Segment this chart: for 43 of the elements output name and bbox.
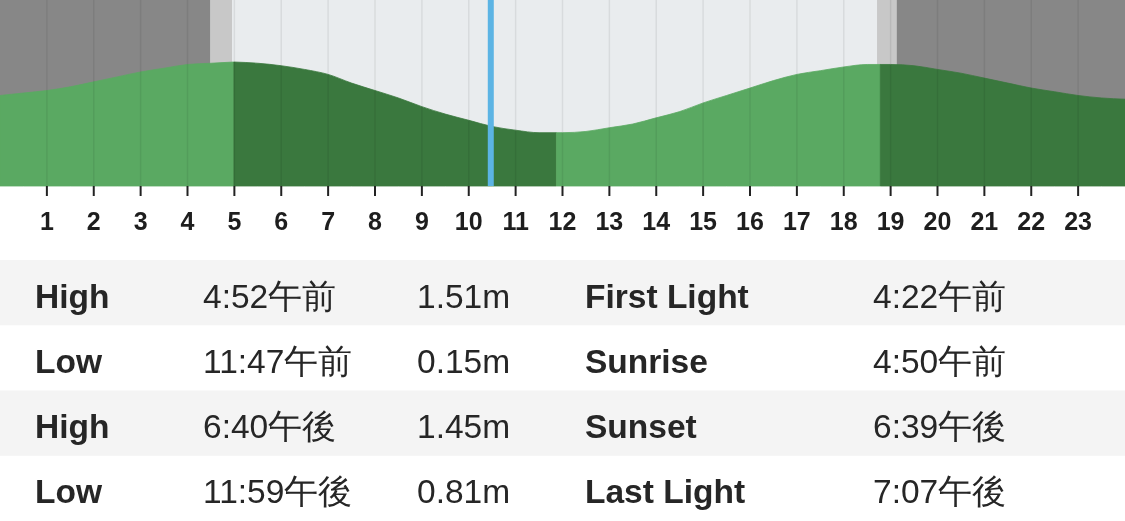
x-tick-label: 10 [454,207,483,235]
text: 4:52午前 [203,277,337,315]
x-tick-label: 3 [133,207,148,235]
text: 7:07午後 [873,473,1007,511]
text: 11:47午前 [203,342,353,380]
text: 1.45m [417,408,511,445]
x-tick-label: 21 [970,207,999,235]
x-tick-label: 8 [368,207,383,235]
x-tick-label: 11 [502,207,529,235]
x-tick-label: 12 [548,207,577,235]
text: 4:22午前 [873,277,1007,315]
text: 4:50午前 [873,342,1007,380]
text: Low [35,342,103,380]
x-tick-label: 1 [39,207,54,235]
x-tick-label: 5 [227,207,242,235]
x-tick-label: 20 [923,207,952,235]
text: 11:59午後 [203,473,353,511]
text: 0.81m [417,473,511,511]
text: 6:40午後 [203,408,337,445]
text: 0.15m [417,342,511,380]
x-tick-label: 22 [1017,207,1046,235]
x-tick-label: 16 [736,207,764,235]
x-tick-label: 15 [689,207,718,235]
x-tick-label: 14 [642,207,671,235]
text: High [35,408,110,445]
text: First Light [585,277,749,315]
x-tick-label: 13 [595,207,624,235]
text: 6:39午後 [873,408,1007,445]
text: Low [35,473,103,511]
x-tick-label: 17 [782,207,811,235]
x-tick-label: 4 [180,207,195,235]
x-tick-label: 23 [1064,207,1093,235]
x-tick-label: 7 [321,207,336,235]
text: Sunrise [585,342,708,380]
text: Last Light [585,473,746,511]
x-tick-label: 6 [274,207,289,235]
x-tick-label: 9 [414,207,429,235]
x-tick-label: 18 [829,207,858,235]
text: 1.51m [417,277,511,315]
x-tick-label: 19 [876,207,905,235]
x-tick-label: 2 [86,207,101,235]
text: Sunset [585,408,697,445]
text: High [35,277,110,315]
